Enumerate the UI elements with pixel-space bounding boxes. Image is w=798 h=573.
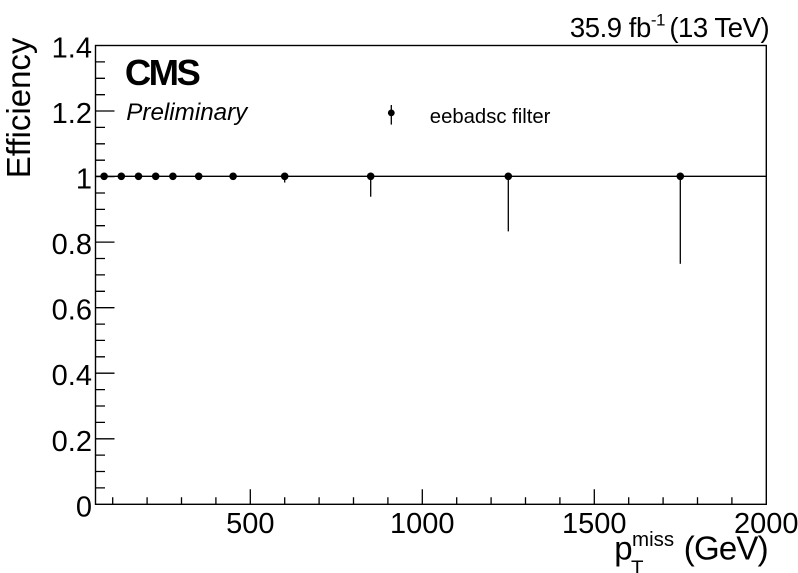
svg-text:1.4: 1.4 [52, 33, 92, 65]
svg-text:0.6: 0.6 [52, 295, 92, 327]
svg-text:500: 500 [226, 508, 274, 540]
svg-text:1: 1 [76, 164, 92, 196]
svg-text:2000: 2000 [734, 508, 798, 540]
svg-text:miss: miss [632, 528, 674, 551]
svg-text:1500: 1500 [562, 508, 627, 540]
svg-text:p: p [614, 530, 632, 567]
svg-text:0.2: 0.2 [52, 426, 92, 458]
svg-text:1000: 1000 [390, 508, 455, 540]
svg-text:0.4: 0.4 [52, 360, 92, 392]
svg-text:T: T [631, 557, 644, 573]
svg-text:35.9 fb-1 (13 TeV): 35.9 fb-1 (13 TeV) [570, 10, 769, 43]
svg-text:eebadsc filter: eebadsc filter [430, 106, 551, 128]
svg-text:0.8: 0.8 [52, 229, 92, 261]
svg-text:Efficiency: Efficiency [0, 37, 37, 178]
svg-text:(GeV): (GeV) [684, 530, 768, 567]
svg-text:Preliminary: Preliminary [126, 99, 249, 126]
svg-text:1.2: 1.2 [52, 98, 92, 130]
svg-text:0: 0 [76, 491, 92, 523]
svg-text:CMS: CMS [125, 52, 200, 93]
